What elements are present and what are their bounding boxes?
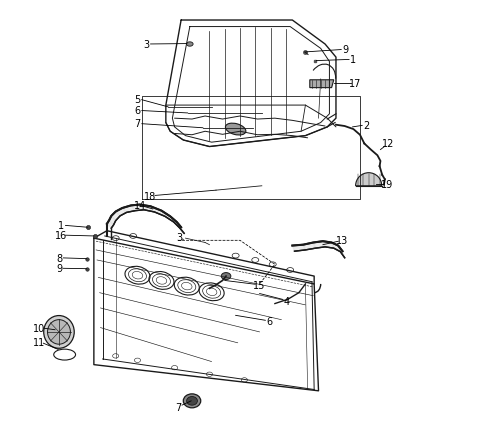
Text: 6: 6 — [266, 316, 273, 326]
Wedge shape — [356, 173, 382, 186]
Polygon shape — [303, 243, 315, 251]
Text: 1: 1 — [350, 55, 357, 65]
Text: 11: 11 — [33, 337, 46, 347]
Text: 1: 1 — [58, 221, 64, 230]
Polygon shape — [140, 205, 155, 212]
Polygon shape — [109, 216, 116, 226]
Text: 9: 9 — [56, 264, 62, 274]
Text: 2: 2 — [363, 120, 370, 131]
Text: 10: 10 — [33, 323, 46, 333]
Text: 15: 15 — [253, 280, 266, 290]
Text: 18: 18 — [144, 191, 156, 201]
Polygon shape — [177, 223, 184, 234]
Ellipse shape — [226, 124, 246, 136]
Text: 16: 16 — [55, 230, 67, 240]
Polygon shape — [313, 242, 325, 249]
Polygon shape — [131, 205, 144, 211]
Text: 8: 8 — [56, 253, 62, 263]
Polygon shape — [122, 206, 135, 213]
Text: 14: 14 — [134, 201, 147, 211]
Polygon shape — [332, 243, 340, 252]
Text: 4: 4 — [284, 296, 290, 306]
Polygon shape — [111, 212, 120, 221]
Ellipse shape — [48, 320, 71, 344]
Text: 12: 12 — [382, 139, 395, 149]
Ellipse shape — [187, 43, 193, 47]
Ellipse shape — [221, 273, 231, 280]
Polygon shape — [170, 217, 180, 229]
Text: 5: 5 — [134, 94, 141, 104]
Polygon shape — [151, 207, 165, 217]
Ellipse shape — [187, 396, 197, 405]
Ellipse shape — [44, 316, 74, 349]
Polygon shape — [107, 221, 113, 229]
Polygon shape — [323, 242, 334, 249]
Text: 17: 17 — [349, 79, 362, 89]
Polygon shape — [116, 208, 127, 216]
Polygon shape — [310, 81, 334, 88]
Text: 13: 13 — [336, 236, 348, 246]
Text: 6: 6 — [134, 106, 141, 116]
Text: 9: 9 — [343, 45, 348, 55]
Text: 3: 3 — [176, 232, 182, 242]
Text: 7: 7 — [134, 119, 141, 129]
Polygon shape — [161, 211, 174, 223]
Polygon shape — [338, 246, 345, 258]
Text: 3: 3 — [143, 40, 149, 50]
Polygon shape — [292, 245, 305, 252]
Text: 19: 19 — [381, 180, 394, 190]
Text: 7: 7 — [175, 402, 181, 412]
Ellipse shape — [183, 394, 201, 408]
